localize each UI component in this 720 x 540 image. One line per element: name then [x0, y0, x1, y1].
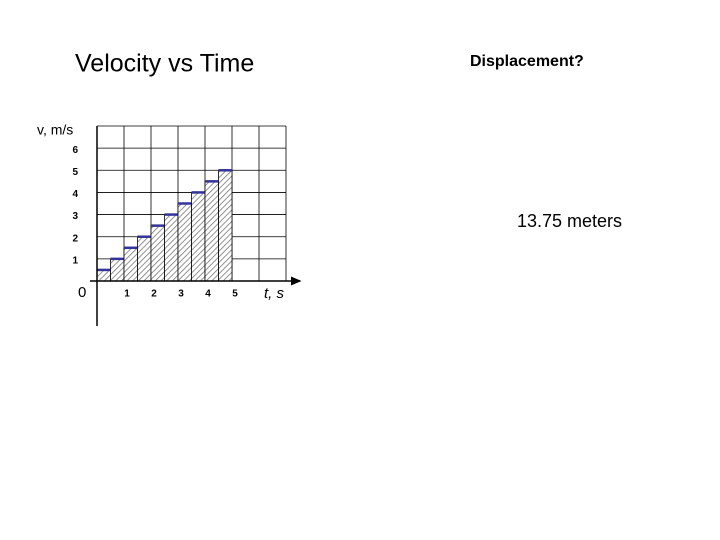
bar — [137, 236, 152, 282]
bar — [204, 180, 219, 282]
question: Displacement? — [470, 53, 584, 70]
bar — [191, 192, 206, 282]
bar — [96, 269, 111, 282]
bar — [123, 247, 138, 282]
x-tick-label: 4 — [205, 289, 211, 300]
origin-label: 0 — [78, 284, 86, 301]
x-tick-label: 2 — [151, 289, 157, 300]
y-axis-label: v, m/s — [37, 122, 73, 138]
answer: 13.75 meters — [517, 211, 622, 231]
chart-title: Velocity vs Time — [75, 50, 254, 78]
bar — [218, 169, 233, 282]
bar — [150, 225, 165, 282]
y-tick-label: 6 — [72, 145, 78, 156]
x-axis-label: t, s — [264, 285, 285, 302]
x-tick-label: 5 — [232, 289, 238, 300]
x-tick-label: 1 — [124, 289, 130, 300]
y-tick-label: 4 — [72, 189, 78, 200]
bar — [110, 258, 125, 282]
y-tick-label: 5 — [72, 167, 78, 178]
bar — [164, 214, 179, 282]
y-tick-label: 3 — [72, 211, 78, 222]
bar — [177, 203, 192, 282]
y-tick-label: 2 — [72, 233, 78, 244]
x-tick-label: 3 — [178, 289, 184, 300]
y-tick-label: 1 — [72, 255, 78, 266]
